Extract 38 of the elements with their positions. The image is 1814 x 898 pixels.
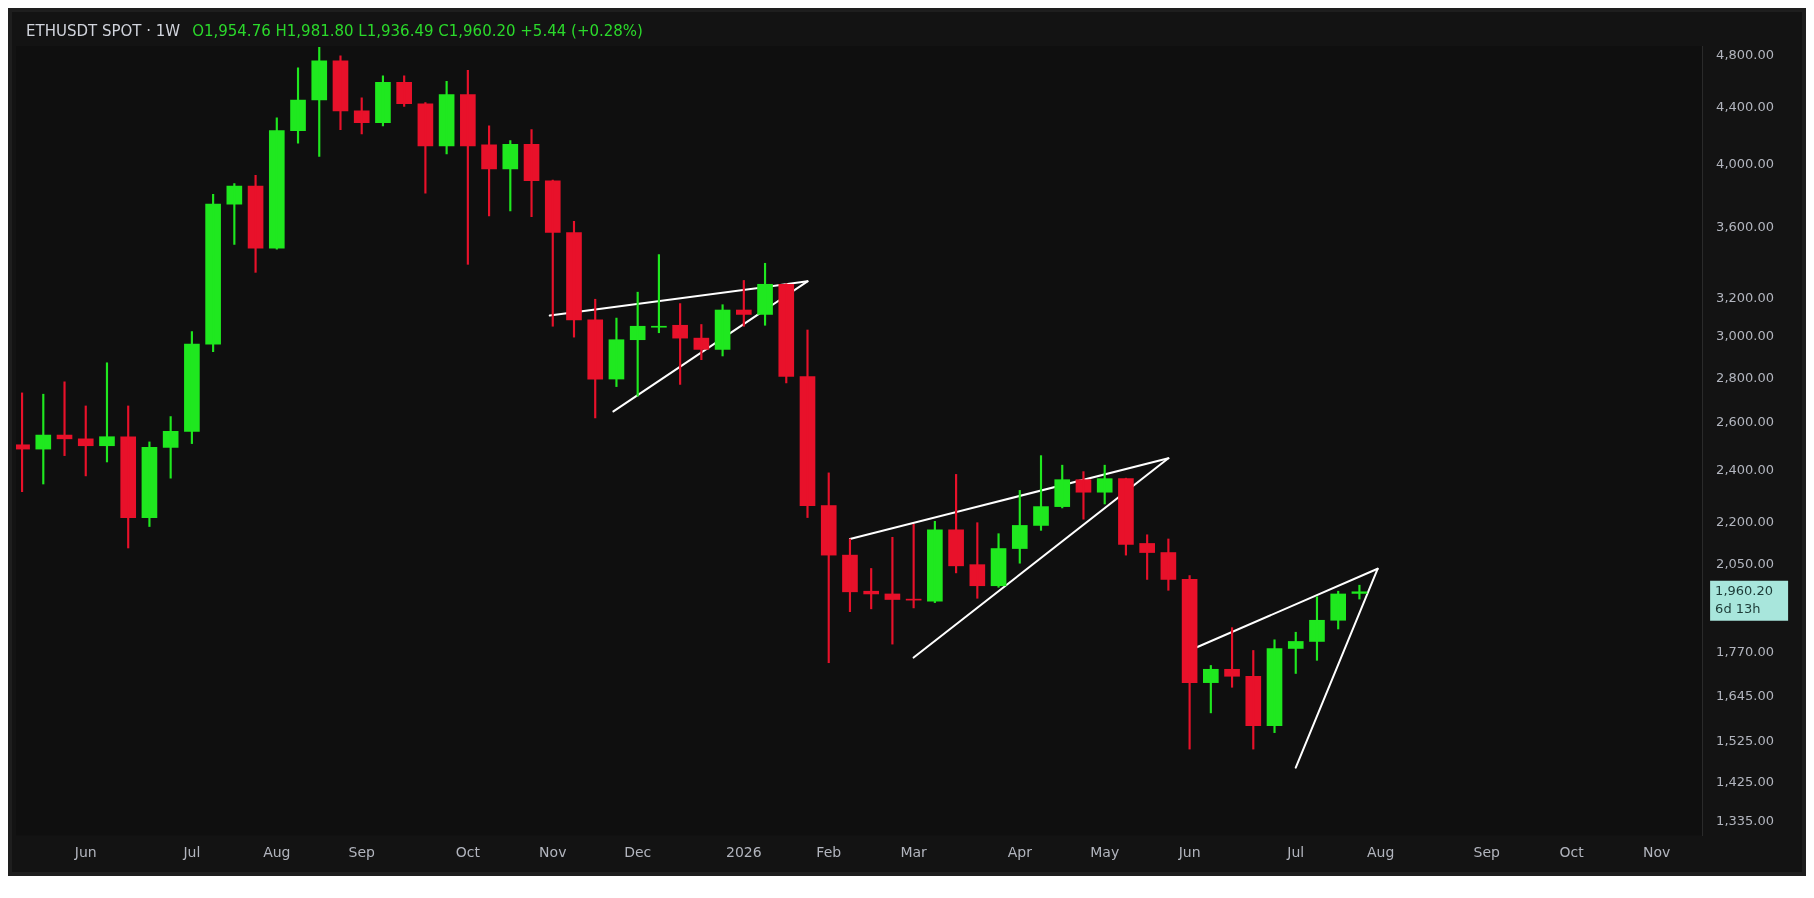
y-tick-label: 1,770.00 bbox=[1716, 644, 1774, 660]
y-tick-label: 2,050.00 bbox=[1716, 556, 1774, 572]
x-tick-label: Oct bbox=[1559, 844, 1585, 861]
y-tick-label: 3,000.00 bbox=[1716, 328, 1774, 344]
x-tick-label: 2026 bbox=[726, 844, 762, 861]
y-tick-label: 3,200.00 bbox=[1716, 289, 1774, 305]
x-tick-label: Aug bbox=[1366, 844, 1395, 861]
y-tick-label: 2,200.00 bbox=[1716, 514, 1774, 530]
x-tick-label: Nov bbox=[539, 844, 567, 861]
x-tick-label: Sep bbox=[1473, 844, 1501, 861]
x-tick-label: May bbox=[1090, 844, 1120, 861]
y-tick-label: 3,600.00 bbox=[1716, 219, 1774, 235]
x-tick-label: Feb bbox=[816, 844, 842, 861]
x-tick-label: Jul bbox=[1286, 844, 1305, 861]
y-tick-label: 1,335.00 bbox=[1716, 812, 1774, 828]
y-tick-label: 1,525.00 bbox=[1716, 733, 1774, 749]
x-tick-label: Apr bbox=[1007, 844, 1033, 861]
chart-title: ETHUSDT SPOT · 1W bbox=[26, 22, 181, 40]
y-tick-label: 1,425.00 bbox=[1716, 773, 1774, 789]
y-tick-label: 4,400.00 bbox=[1716, 99, 1774, 115]
x-tick-label: Nov bbox=[1642, 844, 1671, 861]
y-tick-label: 2,800.00 bbox=[1716, 369, 1774, 385]
y-tick-label: 4,800.00 bbox=[1716, 47, 1774, 63]
y-tick-label: 4,000.00 bbox=[1716, 156, 1774, 172]
text: 6d 13h bbox=[1715, 601, 1761, 617]
text: 1,960.20 bbox=[1715, 583, 1773, 599]
x-tick-label: Jul bbox=[182, 844, 201, 861]
y-tick-label: 2,600.00 bbox=[1716, 414, 1774, 430]
y-tick-label: 2,400.00 bbox=[1716, 462, 1774, 478]
x-tick-label: Jun bbox=[73, 844, 97, 861]
x-tick-label: Dec bbox=[624, 844, 652, 861]
x-tick-label: Mar bbox=[900, 844, 928, 861]
y-tick-label: 1,645.00 bbox=[1716, 688, 1774, 704]
x-tick-label: Oct bbox=[455, 844, 481, 861]
x-tick-label: Jun bbox=[1177, 844, 1201, 861]
x-tick-label: Aug bbox=[263, 844, 291, 861]
text: O1,954.76 H1,981.80 L1,936.49 C1,960.20 +5.44 (+0.28%) bbox=[192, 22, 643, 40]
x-tick-label: Sep bbox=[348, 844, 376, 861]
